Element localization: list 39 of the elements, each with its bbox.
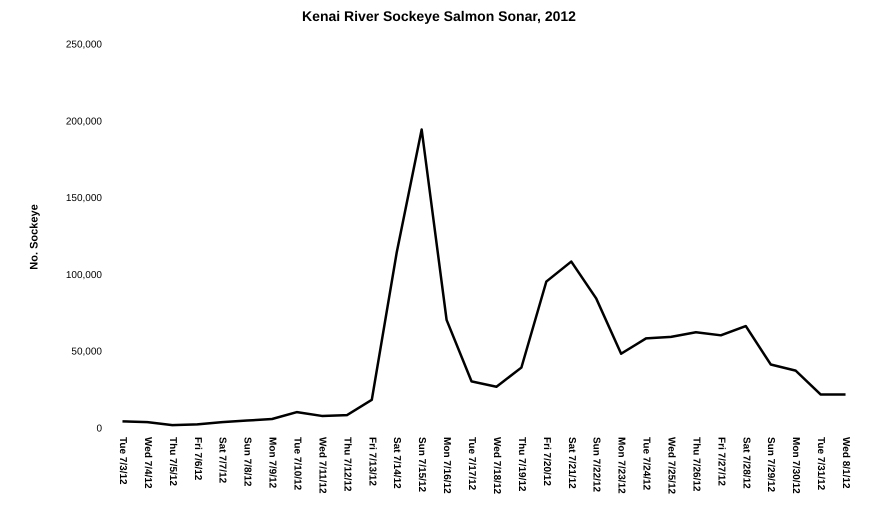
y-tick-label: 100,000 <box>66 270 102 281</box>
x-tick-label: Tue 7/17/12 <box>466 437 478 491</box>
x-tick-label: Wed 8/1/12 <box>840 437 852 489</box>
x-tick-label: Mon 7/23/12 <box>616 437 627 494</box>
y-tick-label: 200,000 <box>66 116 102 128</box>
x-tick-label: Tue 7/24/12 <box>640 437 652 491</box>
y-tick-label: 250,000 <box>66 40 102 50</box>
x-tick-label: Sat 7/14/12 <box>391 437 402 490</box>
y-tick-label: 50,000 <box>71 346 102 358</box>
x-tick-label: Tue 7/31/12 <box>815 437 826 491</box>
y-tick-label: 0 <box>96 424 102 434</box>
x-tick-label: Tue 7/3/12 <box>116 437 128 486</box>
x-tick-label: Fri 7/6/12 <box>192 437 203 481</box>
x-tick-label: Thu 7/5/12 <box>166 437 178 486</box>
x-tick-label: Wed 7/18/12 <box>490 437 502 495</box>
x-tick-label: Sat 7/21/12 <box>566 437 577 490</box>
x-tick-label: Wed 7/4/12 <box>142 437 153 489</box>
x-tick-label: Mon 7/9/12 <box>266 437 278 489</box>
x-tick-label: Sun 7/15/12 <box>416 437 428 492</box>
x-tick-label: Wed 7/25/12 <box>666 437 676 495</box>
x-tick-label: Thu 7/12/12 <box>341 437 352 492</box>
x-tick-label: Wed 7/11/12 <box>316 437 328 494</box>
x-tick-label: Sat 7/7/12 <box>216 437 228 484</box>
y-tick-label: 150,000 <box>66 193 102 204</box>
x-tick-label: Sat 7/28/12 <box>740 437 752 490</box>
x-tick-label: Mon 7/30/12 <box>790 437 802 494</box>
x-tick-label: Fri 7/27/12 <box>715 437 726 486</box>
x-tick-label: Mon 7/16/12 <box>441 437 452 494</box>
y-axis-title: No. Sockeye <box>28 204 40 270</box>
line-series <box>121 128 847 426</box>
x-tick-label: Tue 7/10/12 <box>292 437 302 491</box>
x-tick-label: Sun 7/29/12 <box>765 437 776 492</box>
x-tick-label: Fri 7/20/12 <box>540 437 552 486</box>
x-tick-label: Sun 7/22/12 <box>590 437 602 492</box>
x-tick-label: Fri 7/13/12 <box>366 437 378 486</box>
x-tick-label: Thu 7/19/12 <box>516 437 527 492</box>
x-tick-label: Sun 7/8/12 <box>242 437 253 487</box>
chart-title: Kenai River Sockeye Salmon Sonar, 2012 <box>302 8 576 24</box>
x-tick-label: Thu 7/26/12 <box>690 437 702 492</box>
